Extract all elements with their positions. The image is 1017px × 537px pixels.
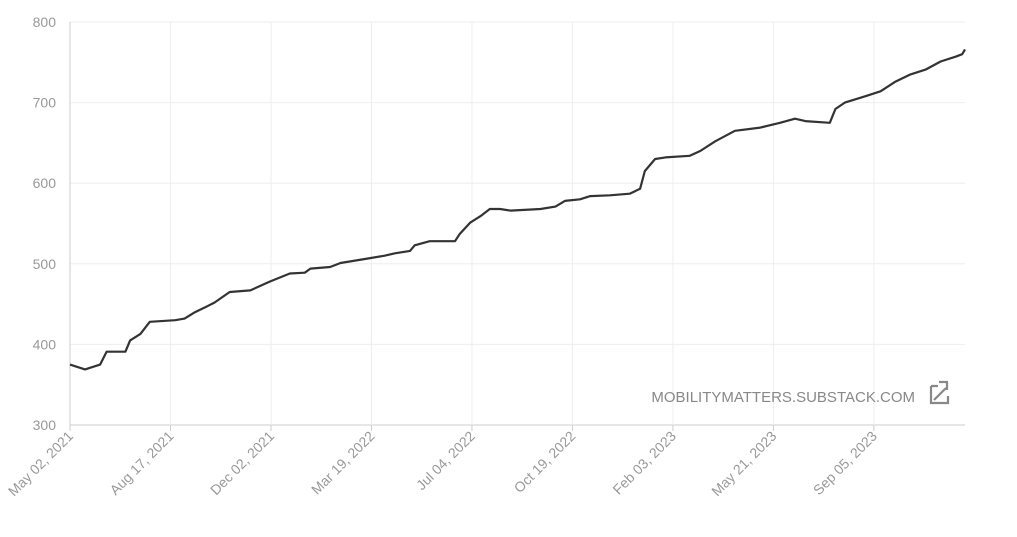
axes: 300 400 500 600 700 800 May 02, 2021 Aug 17, 20… [5, 14, 965, 499]
watermark: MOBILITYMATTERS.SUBSTACK.COM [651, 389, 915, 406]
y-tick-label: 300 [33, 417, 57, 433]
x-tick-label: Sep 05, 2023 [810, 428, 880, 498]
x-tick-label: Dec 02, 2021 [207, 428, 277, 498]
y-tick-label: 400 [33, 336, 57, 352]
x-tick-label: May 21, 2023 [708, 428, 779, 499]
x-tick-label: Mar 19, 2022 [308, 428, 378, 498]
x-tick-label: Oct 19, 2022 [511, 428, 579, 496]
data-line [69, 48, 966, 371]
y-tick-label: 800 [33, 14, 57, 30]
y-tick-label: 500 [33, 256, 57, 272]
y-tick-label: 700 [33, 95, 57, 111]
x-tick-label: Jul 04, 2022 [413, 428, 478, 493]
y-tick-label: 600 [33, 175, 57, 191]
x-tick-label: Aug 17, 2021 [106, 428, 176, 498]
x-tick-label: Feb 03, 2023 [609, 428, 679, 498]
x-tick-label: May 02, 2021 [5, 428, 76, 499]
external-link-icon [929, 380, 950, 405]
